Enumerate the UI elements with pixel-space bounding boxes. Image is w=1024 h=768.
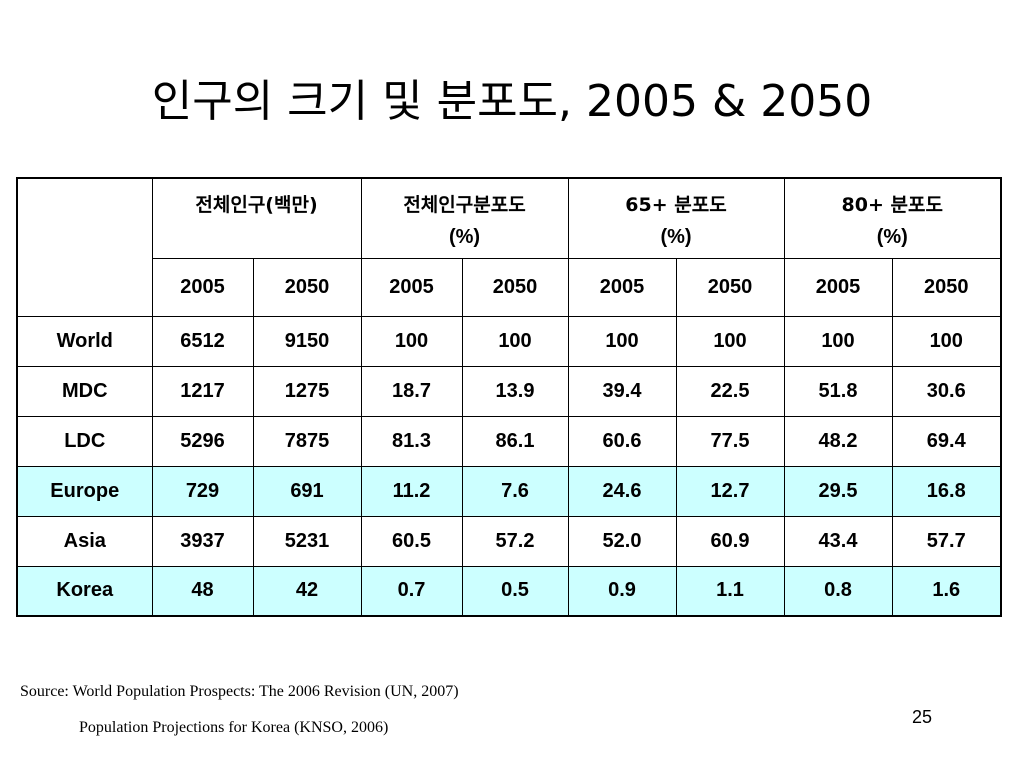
table-body: World 6512 9150 100 100 100 100 100 100 MDC 1217 12…	[16, 315, 1002, 617]
table-cell: 100	[567, 315, 677, 367]
table-row: Korea 48 42 0.7 0.5 0.9 1.1 0.8 1.6	[16, 565, 1002, 617]
table-cell: 1217	[151, 365, 254, 417]
table-cell: 86.1	[461, 415, 569, 467]
year-header-cell: 2050	[461, 257, 569, 317]
table-row: Europe 729 691 11.2 7.6 24.6 12.7 29.5 16.8	[16, 465, 1002, 517]
header-year-row: 2005 2050 2005 2050 2005 2050 2005 2050	[17, 257, 1002, 317]
table-cell: 0.5	[461, 565, 569, 617]
table-cell: 29.5	[783, 465, 893, 517]
table-cell: 22.5	[675, 365, 785, 417]
page-number: 25	[912, 707, 933, 727]
table-row: Asia 3937 5231 60.5 57.2 52.0 60.9 43.4 57.7	[16, 515, 1002, 567]
year-header-cell: 2005	[360, 257, 463, 317]
slide-title: 인구의 크기 및 분포도, 2005 & 2050	[151, 76, 873, 127]
group-header-label: 전체인구(백만)	[195, 194, 318, 216]
year-header-cell: 2005	[783, 257, 893, 317]
table-cell: 1.6	[891, 565, 1002, 617]
table-cell: 60.6	[567, 415, 677, 467]
table-cell: 12.7	[675, 465, 785, 517]
row-label-cell: Asia	[16, 515, 153, 567]
row-label-cell: World	[16, 315, 153, 367]
table-cell: 100	[891, 315, 1002, 367]
row-label-cell: LDC	[16, 415, 153, 467]
table-cell: 57.7	[891, 515, 1002, 567]
table-cell: 18.7	[360, 365, 463, 417]
year-header-cell: 2005	[151, 257, 254, 317]
group-header-label: 전체인구분포도	[403, 194, 526, 216]
table-cell: 48.2	[783, 415, 893, 467]
group-header-total-population: 전체인구(백만)	[151, 177, 362, 259]
table-row: World 6512 9150 100 100 100 100 100 100	[16, 315, 1002, 367]
table-cell: 100	[783, 315, 893, 367]
table-cell: 16.8	[891, 465, 1002, 517]
group-header-unit: (%)	[660, 226, 692, 248]
table-cell: 0.8	[783, 565, 893, 617]
table-cell: 52.0	[567, 515, 677, 567]
table-cell: 6512	[151, 315, 254, 367]
table-cell: 1275	[252, 365, 362, 417]
group-header-total-distribution: 전체인구분포도 (%)	[360, 177, 569, 259]
table-cell: 9150	[252, 315, 362, 367]
population-table: 전체인구(백만) 전체인구분포도 (%) 65+ 분포도 (%) 80+ 분포도…	[16, 177, 1002, 617]
group-header-65plus-distribution: 65+ 분포도 (%)	[567, 177, 785, 259]
source-citation: Source: World Population Prospects: The …	[20, 683, 459, 700]
table-cell: 13.9	[461, 365, 569, 417]
group-header-unit: (%)	[876, 226, 908, 248]
table-cell: 0.7	[360, 565, 463, 617]
year-header-cell: 2005	[567, 257, 677, 317]
group-header-label: 65+ 분포도	[625, 194, 727, 216]
table-cell: 81.3	[360, 415, 463, 467]
table-cell: 100	[461, 315, 569, 367]
year-header-cell: 2050	[252, 257, 362, 317]
table-cell: 5296	[151, 415, 254, 467]
row-label-cell: Europe	[16, 465, 153, 517]
table-cell: 691	[252, 465, 362, 517]
table-cell: 43.4	[783, 515, 893, 567]
table-cell: 30.6	[891, 365, 1002, 417]
table-cell: 60.9	[675, 515, 785, 567]
table-cell: 5231	[252, 515, 362, 567]
source-citation-line2: Population Projections for Korea (KNSO, …	[79, 719, 389, 736]
year-header-cell: 2050	[891, 257, 1002, 317]
row-label-cell: Korea	[16, 565, 153, 617]
table-cell: 48	[151, 565, 254, 617]
group-header-label: 80+ 분포도	[841, 194, 943, 216]
table-cell: 7.6	[461, 465, 569, 517]
table-cell: 11.2	[360, 465, 463, 517]
table-cell: 60.5	[360, 515, 463, 567]
table-cell: 42	[252, 565, 362, 617]
table-cell: 100	[675, 315, 785, 367]
table-cell: 24.6	[567, 465, 677, 517]
row-label-cell: MDC	[16, 365, 153, 417]
table-cell: 3937	[151, 515, 254, 567]
table-cell: 39.4	[567, 365, 677, 417]
table-cell: 1.1	[675, 565, 785, 617]
group-header-unit: (%)	[448, 226, 481, 248]
table-cell: 51.8	[783, 365, 893, 417]
corner-cell	[16, 177, 153, 317]
year-header-cell: 2050	[675, 257, 785, 317]
table-cell: 77.5	[675, 415, 785, 467]
table-cell: 729	[151, 465, 254, 517]
table-cell: 7875	[252, 415, 362, 467]
table-row: MDC 1217 1275 18.7 13.9 39.4 22.5 51.8 30.6	[16, 365, 1002, 417]
table-row: LDC 5296 7875 81.3 86.1 60.6 77.5 48.2 69.4	[16, 415, 1002, 467]
table-cell: 100	[360, 315, 463, 367]
header-group-row: 전체인구(백만) 전체인구분포도 (%) 65+ 분포도 (%) 80+ 분포도…	[16, 177, 1002, 317]
group-header-80plus-distribution: 80+ 분포도 (%)	[783, 177, 1002, 259]
table-cell: 57.2	[461, 515, 569, 567]
table-cell: 69.4	[891, 415, 1002, 467]
table-cell: 0.9	[567, 565, 677, 617]
